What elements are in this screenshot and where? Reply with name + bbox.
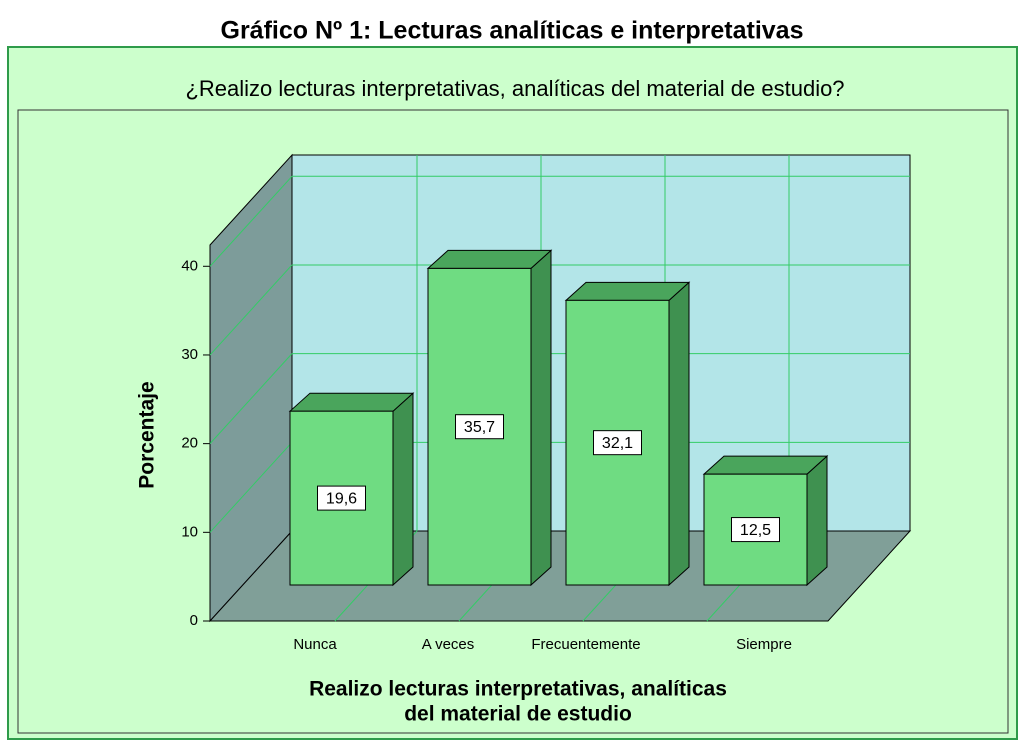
- y-tick-label: 40: [181, 257, 198, 274]
- x-axis-label: Realizo lecturas interpretativas, analít…: [309, 678, 727, 701]
- y-axis-label: Porcentaje: [136, 381, 159, 488]
- value-label: 12,5: [740, 522, 771, 539]
- chart-subtitle: ¿Realizo lecturas interpretativas, analí…: [185, 76, 844, 101]
- bar-side: [530, 249, 552, 587]
- bar-side: [806, 455, 828, 587]
- x-tick-label: Nunca: [293, 636, 337, 653]
- bar-top: [426, 249, 553, 269]
- value-label: 35,7: [464, 419, 495, 436]
- value-label-box: [731, 517, 780, 543]
- y-tick-label: 20: [181, 435, 198, 452]
- value-label-box: [455, 414, 504, 440]
- grid-line: [209, 264, 293, 356]
- y-tick-label: 30: [181, 346, 198, 363]
- value-label: 32,1: [602, 435, 633, 452]
- bar-side: [668, 281, 690, 587]
- x-tick-label: Siempre: [736, 636, 792, 653]
- x-tick-label: Frecuentemente: [531, 636, 640, 653]
- grid-line: [209, 441, 293, 533]
- x-axis-label: del material de estudio: [404, 703, 632, 726]
- bar-top: [702, 455, 829, 475]
- value-label-box: [317, 485, 366, 511]
- bar-side: [392, 392, 414, 587]
- y-tick-label: 0: [190, 612, 198, 629]
- bar-top: [288, 392, 415, 412]
- grid-line: [209, 353, 293, 444]
- value-label-box: [593, 430, 642, 456]
- x-tick-label: A veces: [422, 636, 475, 653]
- bar-top: [564, 281, 691, 301]
- y-tick-label: 10: [181, 523, 198, 540]
- value-label: 19,6: [326, 490, 357, 507]
- grid-line: [209, 175, 293, 267]
- page-title: Gráfico Nº 1: Lecturas analíticas e inte…: [221, 17, 804, 45]
